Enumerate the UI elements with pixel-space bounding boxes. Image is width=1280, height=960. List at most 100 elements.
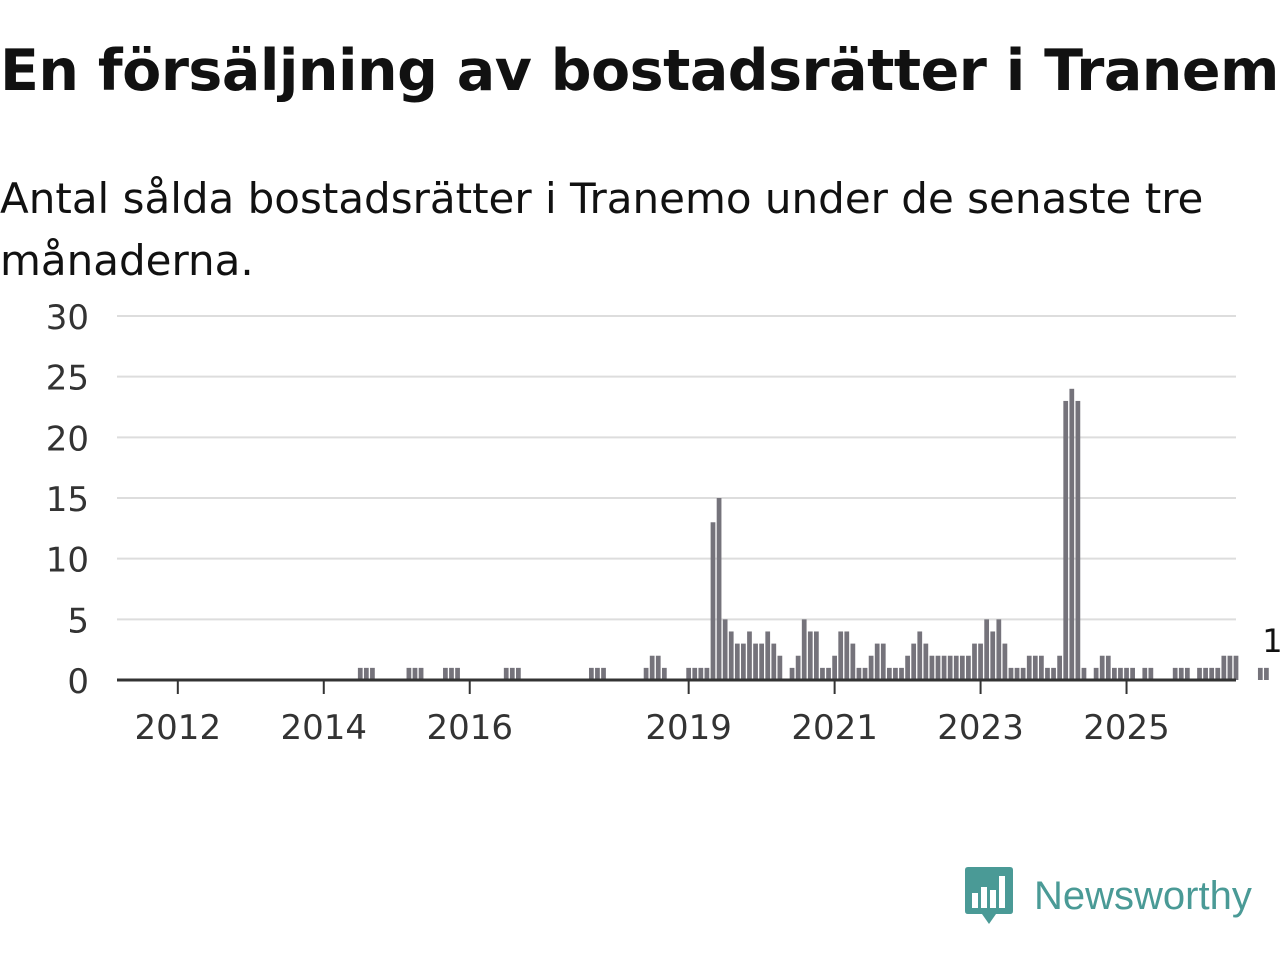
newsworthy-brand: Newsworthy [964,864,1252,928]
bar [893,667,898,680]
bar [516,667,521,680]
bar [1172,667,1178,680]
bar [455,667,460,680]
y-tick-label: 25 [46,359,89,399]
bar [698,667,704,680]
chart-subtitle: Antal sålda bostadsrätter i Tranemo unde… [0,174,1204,285]
bar [807,631,813,680]
bar [923,643,929,680]
bar [1142,667,1148,680]
bar [741,643,746,680]
bar [911,643,917,680]
bar [966,655,971,680]
bar [1203,667,1208,680]
bar [1051,667,1056,680]
x-tick-label: 2021 [791,708,878,748]
bar [503,667,509,680]
x-tick-label: 2023 [937,708,1024,748]
bar [1026,655,1032,680]
bar [649,655,655,680]
bar [850,643,856,680]
bar [1118,667,1123,680]
bar [643,667,649,680]
bar [443,667,448,680]
bar [1148,667,1154,680]
bar [1069,388,1075,680]
bar [1032,655,1038,680]
bar [789,667,795,680]
bar [978,643,983,680]
bar [357,667,363,680]
newsworthy-bar-chart-logo-icon [965,867,1013,924]
bar [1099,655,1105,680]
bar [716,498,722,680]
bar [996,619,1002,680]
bar [777,655,783,680]
bar [874,643,880,680]
bar [747,631,752,680]
bar [412,667,418,680]
bar [941,655,947,680]
bar [771,643,777,680]
bar [655,655,661,680]
bar [1257,667,1263,680]
gridlines: 0 5 10 15 20 25 30 [46,298,1236,702]
bar [1063,400,1069,680]
bar [899,667,904,680]
bar [710,522,716,680]
bar [1197,667,1202,680]
bar [1081,667,1087,680]
bar [820,667,825,680]
bar [509,667,515,680]
bar [1093,667,1099,680]
y-tick-label: 0 [67,662,89,702]
bar [1233,655,1239,680]
bar [734,643,740,680]
bar [588,667,594,680]
bar [868,655,874,680]
y-tick-label: 15 [46,480,89,520]
bar [929,655,935,680]
bar [1112,667,1117,680]
bar [917,631,923,680]
y-tick-label: 20 [46,419,89,459]
bar [363,667,369,680]
bar [704,667,710,680]
bar [418,667,424,680]
bar [838,631,844,680]
bar [765,631,771,680]
bar [990,631,996,680]
bar [814,631,819,680]
bar [844,631,850,680]
x-tick-label: 2025 [1083,708,1170,748]
bar [1045,667,1050,680]
y-tick-label: 5 [67,601,89,641]
bar [449,667,454,680]
bar [1264,667,1269,680]
bar [801,619,807,680]
axis-ticks: 2012 2014 2016 2019 2021 2023 2025 [135,680,1170,748]
bar [826,667,831,680]
bar [1209,667,1215,680]
bar [1178,667,1184,680]
bar [595,667,600,680]
bar [1105,655,1111,680]
bar [832,655,837,680]
bar [935,655,941,680]
bar [759,643,765,680]
bar [370,667,375,680]
bar [984,619,990,680]
bar [905,655,910,680]
bar [728,631,734,680]
bar [880,643,886,680]
x-tick-label: 2012 [135,708,222,748]
bars: 1 [357,388,1280,680]
bar-data-label: 1 [1262,622,1280,660]
bar [1221,655,1227,680]
bar [661,667,667,680]
bar [1039,655,1044,680]
bar [856,667,862,680]
bar [406,667,412,680]
bar [1075,400,1081,680]
